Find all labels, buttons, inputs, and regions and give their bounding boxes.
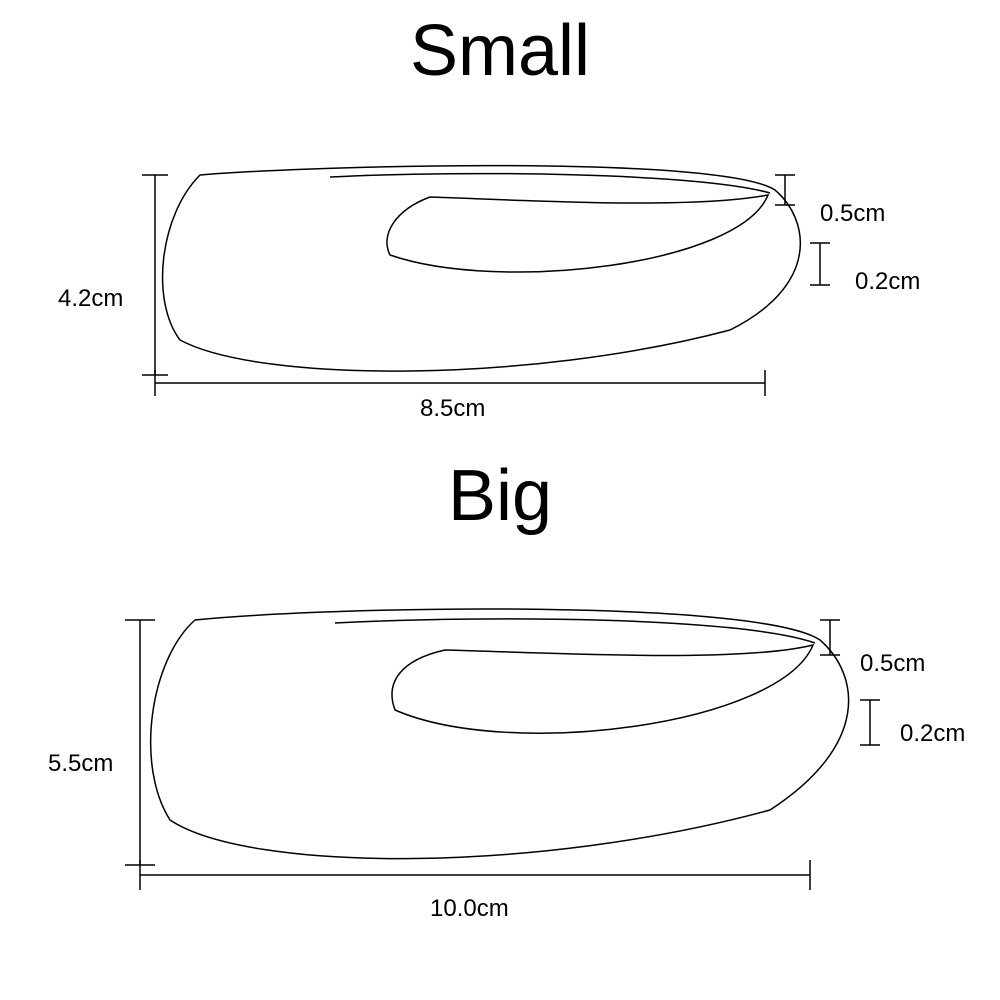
small-outline (163, 166, 801, 372)
small-top-line (330, 174, 770, 193)
big-top-line (335, 619, 815, 643)
small-title: Small (300, 10, 700, 92)
big-diagram (0, 565, 1000, 945)
diagram-container: Small 4.2cm 8.5cm 0.5cm 0.2cm (0, 0, 1000, 1000)
big-title: Big (380, 455, 620, 537)
small-diagram (0, 115, 1000, 455)
small-inner (387, 195, 768, 272)
big-inner (392, 645, 813, 733)
big-outline (151, 609, 849, 859)
